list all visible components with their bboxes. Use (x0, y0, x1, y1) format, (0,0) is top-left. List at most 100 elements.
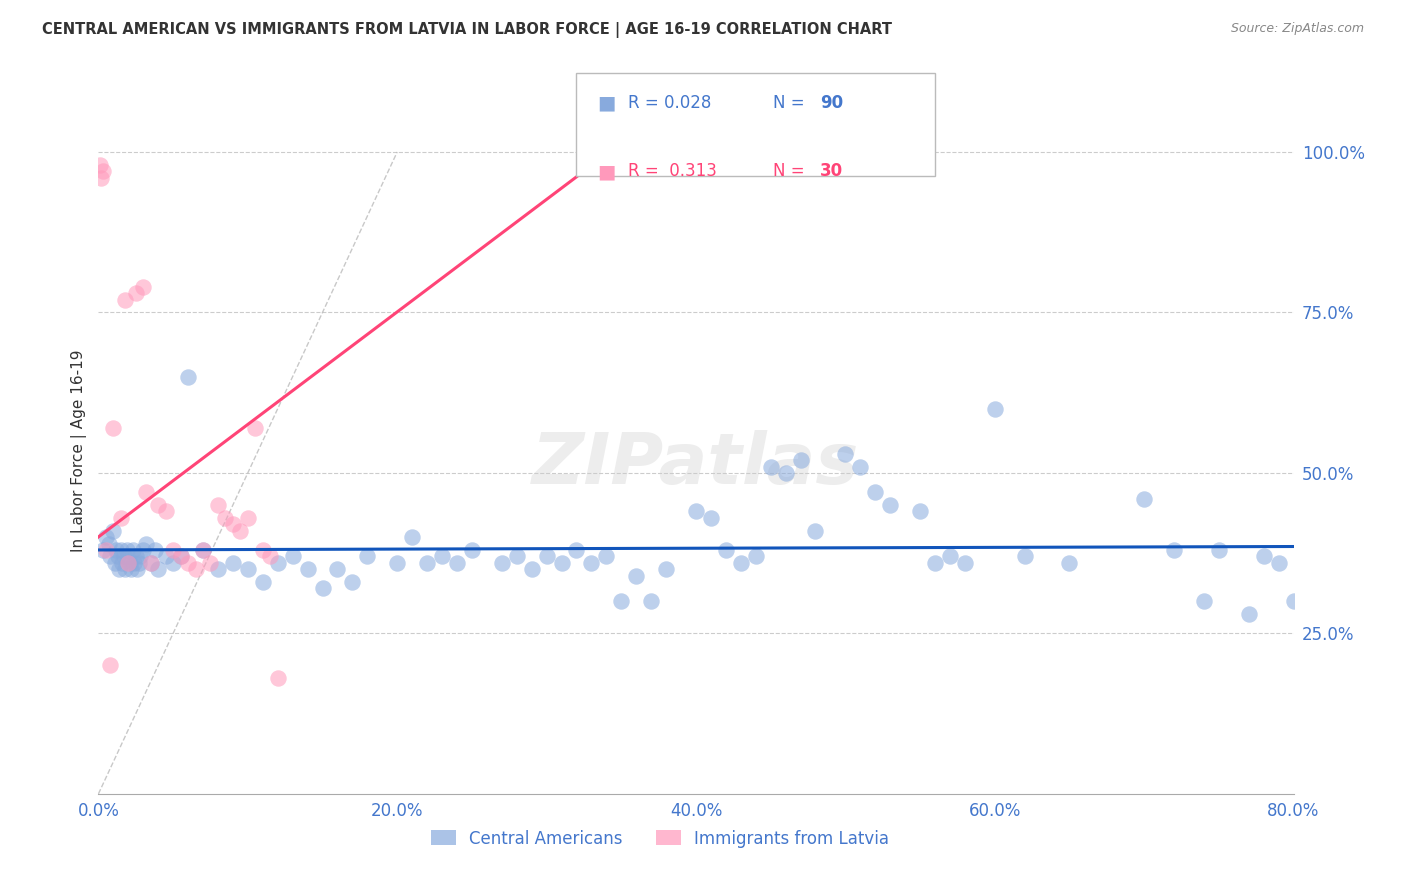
Point (655, 562, 678, 576)
Point (115, 543, 138, 558)
Point (118, 556, 141, 570)
Point (200, 556, 222, 570)
Legend: Central Americans, Immigrants from Latvia: Central Americans, Immigrants from Latvi… (425, 823, 896, 855)
Point (281, 549, 304, 564)
Point (1163, 543, 1185, 558)
Point (127, 562, 149, 576)
Point (730, 556, 752, 570)
Point (953, 556, 976, 570)
Point (97, 536, 120, 550)
Point (132, 279, 155, 293)
Point (94, 530, 117, 544)
Point (107, 549, 129, 564)
Point (229, 524, 252, 538)
Y-axis label: In Labor Force | Age 16-19: In Labor Force | Age 16-19 (72, 349, 87, 552)
Point (117, 556, 139, 570)
Point (461, 543, 484, 558)
Text: N =: N = (773, 94, 810, 112)
Point (252, 543, 274, 558)
Point (610, 594, 633, 608)
Text: N =: N = (773, 162, 810, 180)
Point (121, 543, 143, 558)
Point (155, 549, 177, 564)
Point (356, 549, 378, 564)
Point (114, 562, 136, 576)
Point (984, 401, 1007, 416)
Point (430, 549, 453, 564)
Point (103, 524, 125, 538)
Point (169, 549, 191, 564)
Point (105, 543, 128, 558)
Text: 30: 30 (820, 162, 842, 180)
Point (252, 575, 274, 590)
Point (139, 556, 162, 570)
Point (148, 498, 170, 512)
Point (162, 543, 184, 558)
Point (236, 511, 259, 525)
Point (804, 524, 827, 538)
Point (581, 556, 603, 570)
Point (110, 543, 132, 558)
Point (506, 549, 529, 564)
Point (1282, 594, 1305, 608)
Point (155, 504, 177, 518)
Point (939, 549, 962, 564)
Point (259, 549, 281, 564)
Point (222, 556, 245, 570)
Point (108, 562, 131, 576)
Point (700, 511, 723, 525)
Point (520, 562, 543, 576)
Point (565, 543, 588, 558)
Point (640, 594, 662, 608)
Point (849, 459, 872, 474)
Point (1192, 594, 1215, 608)
Text: ZIPatlas: ZIPatlas (533, 430, 859, 499)
Point (110, 511, 132, 525)
Point (191, 543, 214, 558)
Point (714, 543, 737, 558)
Point (207, 498, 229, 512)
Point (416, 556, 439, 570)
Point (297, 562, 319, 576)
Point (1014, 549, 1036, 564)
Point (139, 556, 162, 570)
Text: ■: ■ (598, 162, 616, 181)
Point (685, 504, 707, 518)
Point (222, 517, 245, 532)
Point (626, 568, 648, 582)
Point (129, 549, 152, 564)
Point (117, 549, 139, 564)
Point (177, 556, 200, 570)
Point (128, 556, 150, 570)
Point (162, 556, 184, 570)
Point (191, 543, 214, 558)
Point (132, 543, 155, 558)
Point (114, 293, 136, 307)
Point (775, 466, 797, 480)
Point (104, 556, 127, 570)
Point (536, 549, 558, 564)
Point (924, 556, 946, 570)
Point (148, 562, 170, 576)
Point (98, 549, 122, 564)
Point (143, 543, 166, 558)
Point (111, 556, 134, 570)
Point (1253, 549, 1275, 564)
Point (89, 158, 111, 172)
Point (236, 562, 259, 576)
Point (124, 556, 146, 570)
Point (184, 562, 207, 576)
Text: 90: 90 (820, 94, 842, 112)
Point (385, 556, 409, 570)
Point (834, 447, 856, 461)
Point (1133, 491, 1156, 506)
Point (311, 582, 333, 596)
Point (595, 549, 617, 564)
Point (446, 556, 468, 570)
Point (169, 549, 191, 564)
Point (98, 658, 122, 673)
Point (112, 549, 135, 564)
Point (90, 170, 112, 185)
Point (94, 543, 117, 558)
Point (1059, 556, 1081, 570)
